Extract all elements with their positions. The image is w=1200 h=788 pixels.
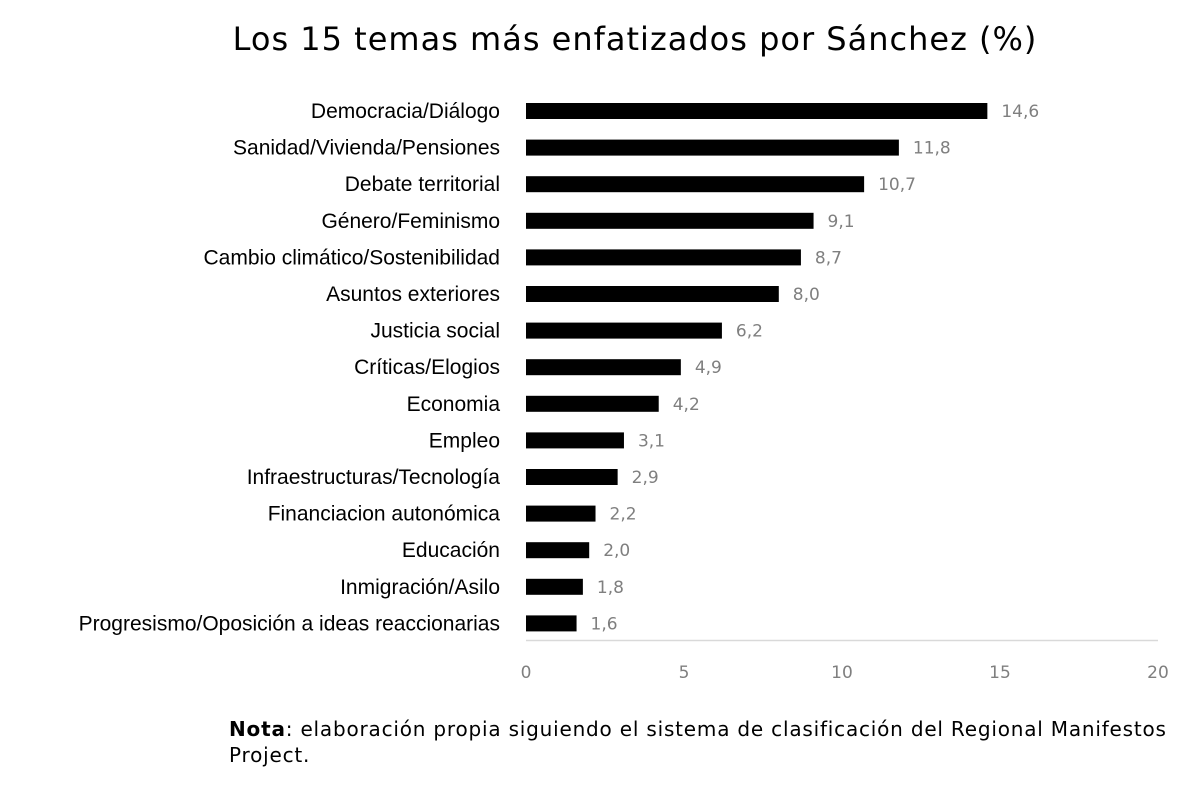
category-label-criticas-elogios: Críticas/Elogios [354,356,500,379]
category-label-infraestructuras-tecnologia: Infraestructuras/Tecnología [247,466,501,489]
bars-layer: Democracia/Diálogo 14,6 Sanidad/Vivienda/P… [79,100,1040,635]
value-label-educacion: 2,0 [603,541,630,561]
chart-title: Los 15 temas más enfatizados por Sánchez… [232,20,1038,58]
x-tick-label-15: 15 [989,663,1011,683]
value-label-asuntos-exteriores: 8,0 [793,285,820,305]
footnote: Nota: elaboración propia siguiendo el si… [229,716,1169,768]
footnote-text: : elaboración propia siguiendo el sistem… [229,717,1167,767]
value-label-criticas-elogios: 4,9 [695,358,722,378]
bar-chart: Democracia/Diálogo 14,6 Sanidad/Vivienda/P… [79,100,1169,683]
value-label-debate-territorial: 10,7 [878,175,916,195]
value-label-democracia-dialogo: 14,6 [1001,102,1039,122]
bar-sanidad-vivienda-pensiones [526,139,899,156]
value-label-genero-feminismo: 9,1 [828,212,855,232]
value-label-sanidad-vivienda-pensiones: 11,8 [913,139,951,159]
bar-justicia-social [526,322,722,339]
category-label-economia: Economia [407,393,501,416]
bar-inmigracion-asilo [526,578,583,595]
bar-criticas-elogios [526,359,681,376]
bar-cambio-climatico-sostenibilidad [526,249,801,266]
value-label-progresismo-oposicion-a-ideas-reaccionarias: 1,6 [591,614,618,634]
category-label-financiacion-autonomica: Financiacion autonómica [268,503,501,526]
bar-empleo [526,432,624,449]
bar-genero-feminismo [526,212,814,229]
value-label-inmigracion-asilo: 1,8 [597,578,624,598]
x-tick-label-5: 5 [679,663,690,683]
category-label-debate-territorial: Debate territorial [345,173,500,196]
category-label-empleo: Empleo [429,429,500,452]
category-label-cambio-climatico-sostenibilidad: Cambio climático/Sostenibilidad [204,246,500,269]
x-axis-ticks: 0 5 10 15 20 [521,663,1169,683]
bar-asuntos-exteriores [526,286,779,302]
category-label-educacion: Educación [402,539,500,562]
bar-economia [526,395,659,412]
value-label-justicia-social: 6,2 [736,322,763,342]
x-tick-label-10: 10 [831,663,853,683]
category-label-genero-feminismo: Género/Feminismo [321,210,500,233]
category-label-progresismo-oposicion-a-ideas-reaccionarias: Progresismo/Oposición a ideas reaccionar… [79,612,500,635]
value-label-economia: 4,2 [673,395,700,415]
bar-democracia-dialogo [526,103,988,119]
bar-debate-territorial [526,176,865,193]
bar-infraestructuras-tecnologia [526,469,618,485]
x-tick-label-20: 20 [1147,663,1169,683]
bar-educacion [526,542,590,559]
footnote-label: Nota [229,717,286,741]
value-label-cambio-climatico-sostenibilidad: 8,7 [815,248,842,268]
category-label-democracia-dialogo: Democracia/Diálogo [311,100,500,123]
category-label-sanidad-vivienda-pensiones: Sanidad/Vivienda/Pensiones [233,137,500,160]
value-label-empleo: 3,1 [638,431,665,451]
category-label-justicia-social: Justicia social [370,320,500,343]
x-tick-label-0: 0 [521,663,532,683]
bar-progresismo-oposicion-a-ideas-reaccionarias [526,615,577,632]
category-label-inmigracion-asilo: Inmigración/Asilo [340,576,500,599]
bar-financiacion-autonomica [526,505,596,522]
value-label-financiacion-autonomica: 2,2 [610,505,637,525]
category-label-asuntos-exteriores: Asuntos exteriores [326,283,500,306]
value-label-infraestructuras-tecnologia: 2,9 [632,468,659,488]
